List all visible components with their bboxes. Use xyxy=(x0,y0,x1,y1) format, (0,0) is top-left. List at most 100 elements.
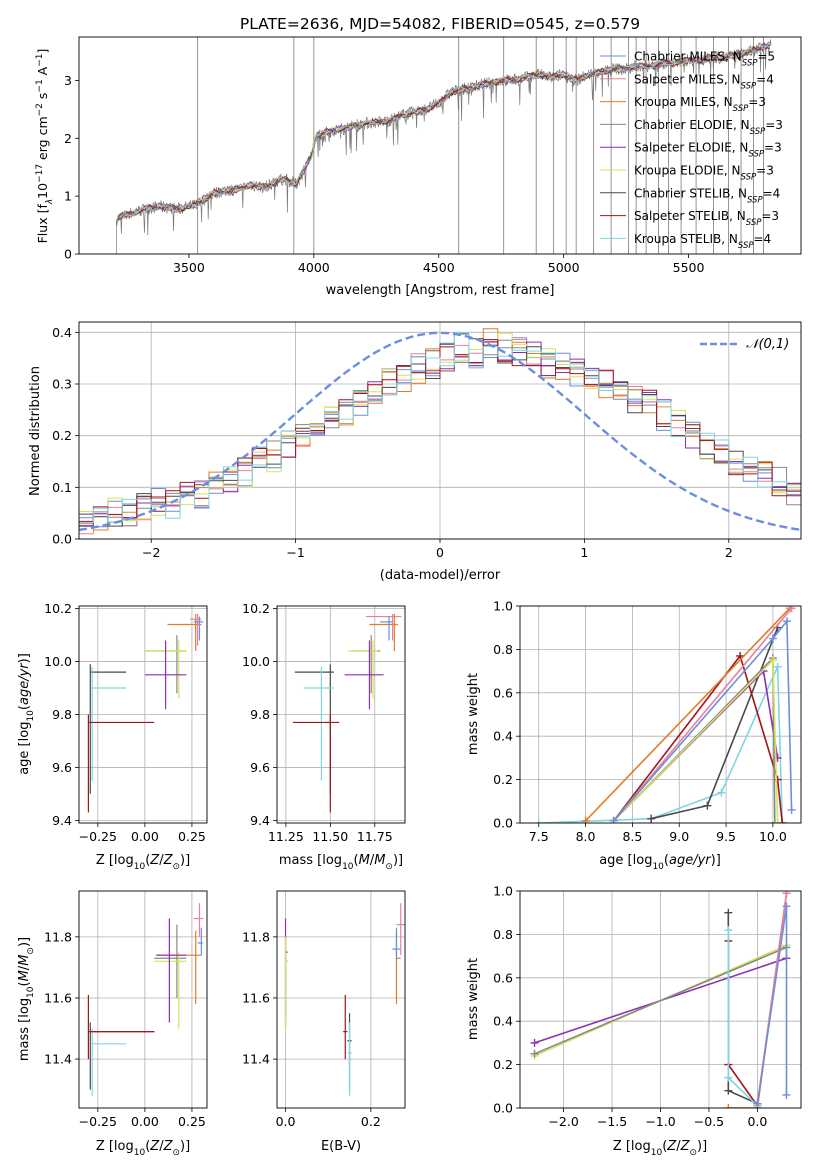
label-part: 10 xyxy=(35,183,50,199)
x-tick-label: 11.75 xyxy=(357,829,393,844)
y-tick-label: 0.4 xyxy=(493,1014,513,1029)
x-axis-label: Z [log10(Z/Z⊙)] xyxy=(613,1139,707,1158)
y-tick-label: 9.6 xyxy=(250,760,270,775)
label-part: )] xyxy=(17,937,32,947)
label-part: / xyxy=(159,1139,164,1154)
legend-entry-tail: =3 xyxy=(748,95,766,109)
legend-entry: Kroupa ELODIE, NSSP=3 xyxy=(634,164,774,183)
y-tick-label: 9.4 xyxy=(250,813,270,828)
figure-title: PLATE=2636, MJD=54082, FIBERID=0545, z=0… xyxy=(240,15,640,33)
legend-entry-sub: SSP xyxy=(738,241,754,251)
y-axis-label: age [log10(age/yr)] xyxy=(17,653,36,775)
weight-marker xyxy=(530,1038,539,1047)
label-part: 10 xyxy=(342,862,354,872)
legend-entry-main: Chabrier ELODIE, N xyxy=(634,118,750,132)
panel-residuals: −2 −1 0 1 2 0.0 0.1 0.2 0.3 0.4 𝒩(0,1) (data-model)… xyxy=(28,321,802,583)
label-part: 10 xyxy=(26,710,36,722)
y-tick-label: 0.2 xyxy=(52,428,72,443)
label-part: ⊙ xyxy=(172,862,180,872)
label-part: ( xyxy=(17,705,32,710)
weight-marker xyxy=(724,926,733,935)
legend-entry-main: Chabrier MILES, N xyxy=(634,50,742,64)
x-axis-label: Z [log10(Z/Z⊙)] xyxy=(96,1139,190,1158)
y-axis-label: mass [log10(M/M⊙)] xyxy=(17,937,36,1061)
legend-entry: Kroupa MILES, NSSP=3 xyxy=(634,95,766,114)
weight-line xyxy=(613,607,793,822)
legend-entry: Salpeter MILES, NSSP=4 xyxy=(634,72,774,91)
legend-entry-sub: SSP xyxy=(750,127,766,137)
normal-curve-line xyxy=(78,331,802,532)
x-tick-label: 0.00 xyxy=(131,829,159,844)
x-tick-label: −2.0 xyxy=(548,1114,578,1129)
label-part: ( xyxy=(145,1139,150,1154)
legend-entry-sub: SSP xyxy=(748,150,764,160)
label-part: Z [log xyxy=(96,853,134,868)
weight-line xyxy=(727,930,758,1107)
plot-area xyxy=(78,328,802,535)
weight-marker xyxy=(770,819,779,823)
label-part: ] xyxy=(35,49,50,54)
weight-marker xyxy=(530,1049,539,1058)
y-tick-label: 0.8 xyxy=(493,927,513,942)
label-part: s xyxy=(35,93,50,104)
y-tick-label: 0.4 xyxy=(52,325,72,340)
y-tick-label: 0.6 xyxy=(493,685,513,700)
y-tick-label: 0.2 xyxy=(493,1057,513,1072)
x-tick-label: −1 xyxy=(286,545,304,560)
y-tick-label: 2 xyxy=(64,131,72,146)
x-tick-label: 11.25 xyxy=(268,829,304,844)
label-part: 10 xyxy=(134,862,146,872)
label-part: erg cm xyxy=(35,116,50,164)
label-part: )] xyxy=(180,853,190,868)
weight-marker xyxy=(753,1099,762,1108)
label-part: Flux [f xyxy=(35,204,50,244)
weight-line xyxy=(585,607,791,822)
legend-entry-tail: =4 xyxy=(754,232,772,246)
label-part: 10 xyxy=(26,986,36,998)
weight-marker xyxy=(773,753,782,762)
legend-entry-tail: =3 xyxy=(765,118,783,132)
weight-marker xyxy=(787,606,796,613)
y-tick-label: 1.0 xyxy=(493,599,513,614)
x-tick-label: −0.5 xyxy=(694,1114,724,1129)
plot-area xyxy=(530,891,791,1108)
label-part: 10 xyxy=(651,1148,663,1158)
weight-line xyxy=(538,666,784,823)
y-tick-label: 9.8 xyxy=(52,707,72,722)
y-tick-label: 10.0 xyxy=(44,654,72,669)
label-part: ( xyxy=(664,853,669,868)
label-part: )] xyxy=(711,853,721,868)
legend-entry-sub: SSP xyxy=(741,173,757,183)
legend-entry-main: Kroupa ELODIE, N xyxy=(634,164,741,178)
axes-frame xyxy=(276,605,406,824)
x-tick-label: −1.5 xyxy=(597,1114,627,1129)
y-tick-label: 9.4 xyxy=(52,813,72,828)
label-part: / xyxy=(692,853,699,868)
legend-entry-main: Salpeter ELODIE, N xyxy=(634,141,748,155)
axes-frame xyxy=(78,321,802,540)
label-part: M xyxy=(17,955,32,966)
label-part: Z xyxy=(149,1139,160,1154)
axes-frame xyxy=(78,36,802,255)
y-tick-label: 0.3 xyxy=(52,377,72,392)
label-part: −1 xyxy=(35,54,45,67)
x-tick-label: 0 xyxy=(436,545,444,560)
weight-marker xyxy=(724,1086,733,1095)
x-tick-label: 5500 xyxy=(673,260,705,275)
legend-entry-tail: =4 xyxy=(756,72,774,86)
weight-marker xyxy=(703,801,712,810)
x-tick-label: 11.50 xyxy=(312,829,348,844)
label-part: / xyxy=(676,1139,681,1154)
axes-frame xyxy=(519,890,802,1109)
label-part: / xyxy=(17,675,32,682)
x-axis-label: Z [log10(Z/Z⊙)] xyxy=(96,853,190,872)
x-axis-label: mass [log10(M/M⊙)] xyxy=(279,853,403,872)
weight-marker xyxy=(724,1104,733,1108)
label-part: λ xyxy=(45,199,55,205)
legend-entry-main: Kroupa MILES, N xyxy=(634,95,733,109)
x-tick-label: 10.0 xyxy=(759,829,787,844)
legend-entry: Salpeter STELIB, NSSP=3 xyxy=(634,209,779,228)
label-part: mass [log xyxy=(17,998,32,1061)
label-part: ⊙ xyxy=(689,1148,697,1158)
